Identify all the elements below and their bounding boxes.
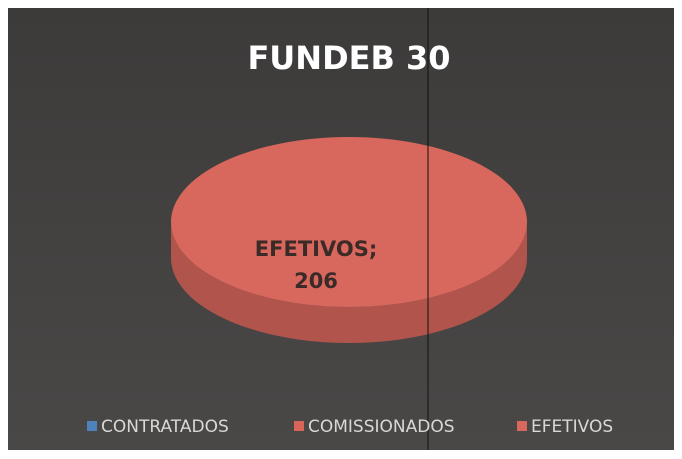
legend-swatch — [87, 421, 97, 431]
legend-swatch — [294, 421, 304, 431]
legend-label: COMISSIONADOS — [308, 417, 455, 437]
legend-swatch — [517, 421, 527, 431]
legend-label: EFETIVOS — [531, 417, 613, 437]
pie-slice — [171, 137, 527, 307]
pie: EFETIVOS; 206 — [171, 137, 527, 343]
pie-slice-side — [171, 222, 527, 343]
legend-label: CONTRATADOS — [101, 417, 229, 437]
data-label: EFETIVOS; 206 — [255, 237, 377, 293]
chart-title: FUNDEB 30 — [247, 39, 450, 77]
legend: CONTRATADOS COMISSIONADOS EFETIVOS — [87, 417, 613, 437]
